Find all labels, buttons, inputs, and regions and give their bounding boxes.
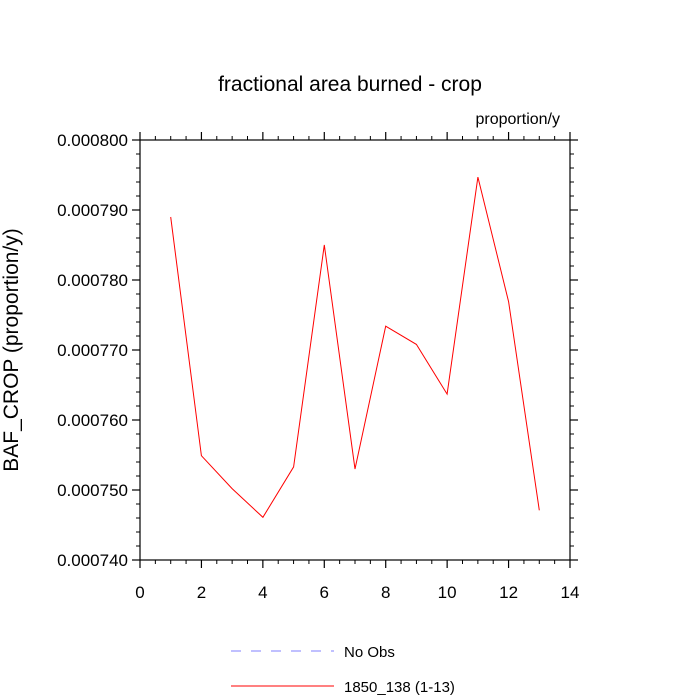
- y-tick-label: 0.000750: [57, 481, 128, 500]
- y-tick-label: 0.000760: [57, 411, 128, 430]
- y-tick-label: 0.000740: [57, 551, 128, 570]
- legend-label: 1850_138 (1-13): [344, 679, 455, 696]
- y-axis-label: BAF_CROP (proportion/y): [0, 228, 23, 472]
- x-tick-label: 14: [561, 583, 580, 602]
- x-tick-label: 12: [499, 583, 518, 602]
- units-label: proportion/y: [476, 111, 561, 128]
- y-tick-label: 0.000790: [57, 201, 128, 220]
- series-line: [170, 176, 540, 519]
- y-tick-label: 0.000800: [57, 131, 128, 150]
- y-tick-label: 0.000770: [57, 341, 128, 360]
- x-tick-label: 8: [381, 583, 390, 602]
- legend-label: No Obs: [344, 644, 395, 661]
- legend: No Obs 1850_138 (1-13): [231, 644, 455, 696]
- plot-frame: [139, 139, 571, 561]
- x-tick-label: 6: [320, 583, 329, 602]
- y-tick-label: 0.000780: [57, 271, 128, 290]
- x-tick-label: 0: [135, 583, 144, 602]
- plot-area: 0 2 4 6 8 10 12 14 0.000740 0.000750 0.000760 0.000…: [57, 131, 579, 602]
- x-tick-label: 10: [438, 583, 457, 602]
- x-tick-label: 2: [197, 583, 206, 602]
- x-tick-label: 4: [258, 583, 267, 602]
- chart-title: fractional area burned - crop: [218, 73, 482, 96]
